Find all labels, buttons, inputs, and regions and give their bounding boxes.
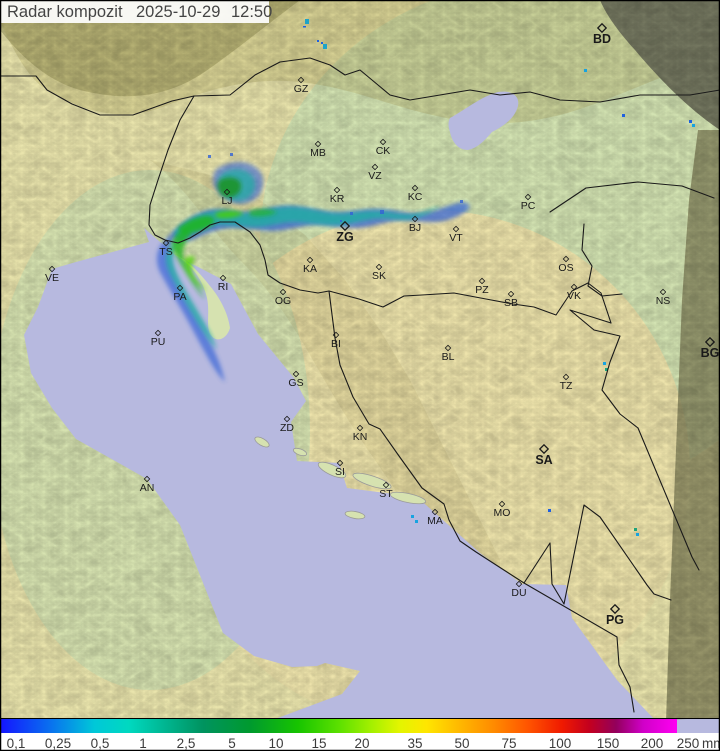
svg-text:250: 250 [677, 736, 700, 751]
svg-text:15: 15 [311, 736, 326, 751]
svg-text:0,25: 0,25 [45, 736, 71, 751]
svg-text:OS: OS [558, 262, 573, 274]
svg-text:mm/h: mm/h [702, 736, 720, 751]
svg-text:NS: NS [656, 295, 671, 307]
svg-text:PA: PA [173, 291, 186, 303]
svg-text:ST: ST [379, 488, 393, 500]
svg-text:VZ: VZ [368, 170, 382, 182]
svg-text:VT: VT [449, 232, 463, 244]
svg-text:200: 200 [641, 736, 664, 751]
svg-text:KR: KR [330, 193, 345, 205]
svg-text:GZ: GZ [294, 83, 309, 95]
svg-text:SA: SA [535, 453, 552, 467]
svg-text:PZ: PZ [475, 284, 489, 296]
svg-text:TZ: TZ [560, 380, 573, 392]
svg-text:BD: BD [593, 32, 611, 46]
svg-text:150: 150 [597, 736, 620, 751]
svg-text:VE: VE [45, 272, 59, 284]
svg-text:AN: AN [140, 482, 155, 494]
svg-text:20: 20 [354, 736, 369, 751]
svg-text:75: 75 [501, 736, 516, 751]
svg-text:SI: SI [335, 466, 345, 478]
svg-text:GS: GS [288, 377, 303, 389]
svg-text:KA: KA [303, 263, 317, 275]
svg-text:PG: PG [606, 613, 624, 627]
svg-text:LJ: LJ [221, 195, 232, 207]
svg-text:35: 35 [407, 736, 422, 751]
svg-text:PC: PC [521, 200, 536, 212]
svg-text:BI: BI [331, 338, 341, 350]
svg-text:Radar kompozit: Radar kompozit [7, 3, 123, 21]
svg-text:RI: RI [218, 281, 229, 293]
svg-text:MB: MB [310, 147, 326, 159]
svg-text:KC: KC [408, 191, 423, 203]
svg-text:BJ: BJ [409, 222, 421, 234]
svg-text:2,5: 2,5 [177, 736, 196, 751]
svg-text:SK: SK [372, 270, 386, 282]
svg-text:ZG: ZG [336, 230, 353, 244]
svg-text:10: 10 [268, 736, 283, 751]
svg-text:OG: OG [275, 295, 291, 307]
svg-text:1: 1 [139, 736, 147, 751]
svg-text:VK: VK [567, 290, 581, 302]
svg-text:DU: DU [511, 587, 526, 599]
svg-text:0,5: 0,5 [91, 736, 110, 751]
svg-text:ZD: ZD [280, 422, 294, 434]
svg-text:5: 5 [228, 736, 236, 751]
svg-text:0,1: 0,1 [7, 736, 26, 751]
svg-text:BG: BG [701, 346, 720, 360]
svg-text:MO: MO [494, 507, 511, 519]
svg-text:SB: SB [504, 297, 518, 309]
svg-text:100: 100 [549, 736, 572, 751]
svg-text:BL: BL [442, 351, 455, 363]
svg-text:12:50: 12:50 [231, 3, 272, 21]
svg-text:KN: KN [353, 431, 368, 443]
svg-text:TS: TS [159, 246, 172, 258]
svg-text:50: 50 [454, 736, 469, 751]
svg-text:CK: CK [376, 145, 391, 157]
svg-text:PU: PU [151, 336, 166, 348]
svg-text:MA: MA [427, 515, 443, 527]
svg-text:2025-10-29: 2025-10-29 [136, 3, 220, 21]
